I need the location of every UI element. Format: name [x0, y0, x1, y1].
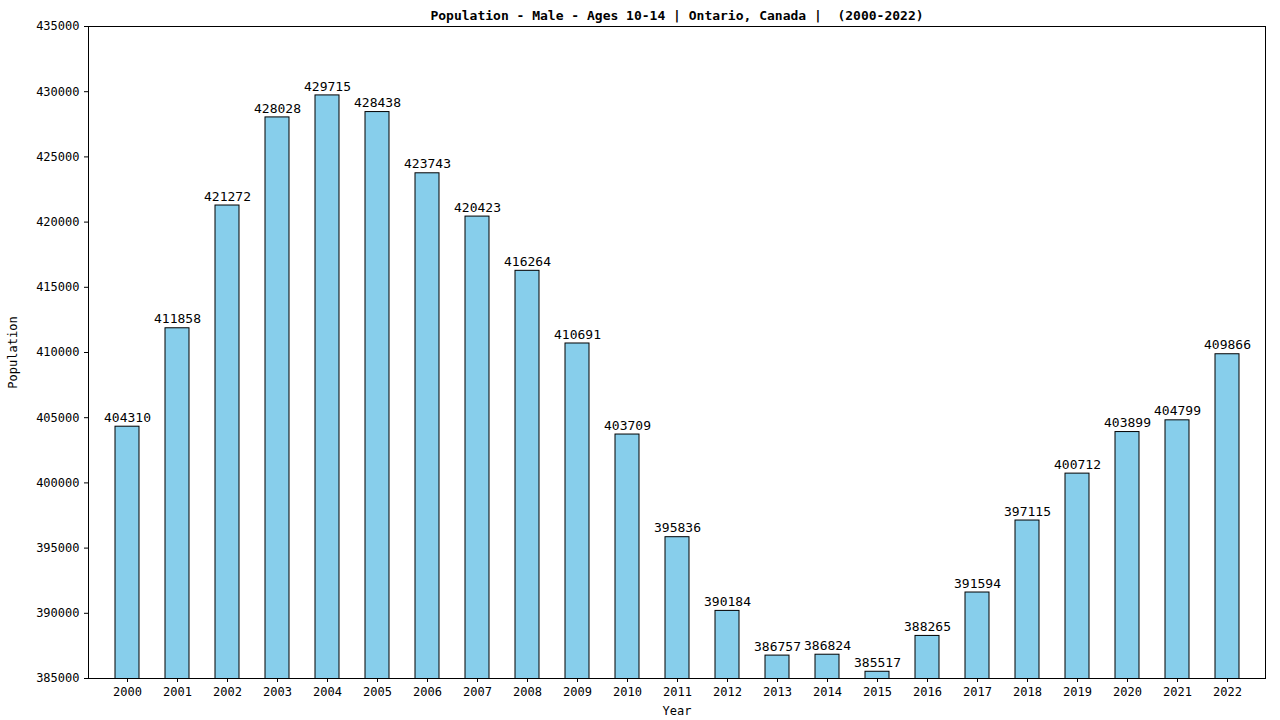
svg-text:411858: 411858 [154, 311, 201, 326]
svg-text:420000: 420000 [36, 215, 79, 229]
svg-text:410691: 410691 [554, 327, 601, 342]
svg-text:2004: 2004 [313, 685, 342, 699]
svg-text:425000: 425000 [36, 150, 79, 164]
svg-text:Population - Male - Ages 10-14: Population - Male - Ages 10-14 | Ontario… [430, 8, 923, 23]
svg-text:385000: 385000 [36, 671, 79, 685]
svg-text:404310: 404310 [104, 410, 151, 425]
svg-text:397115: 397115 [1004, 504, 1051, 519]
svg-text:2008: 2008 [513, 685, 542, 699]
svg-text:Year: Year [663, 704, 692, 718]
svg-text:390000: 390000 [36, 606, 79, 620]
svg-text:423743: 423743 [404, 156, 451, 171]
svg-text:400712: 400712 [1054, 457, 1101, 472]
svg-text:2006: 2006 [413, 685, 442, 699]
svg-text:416264: 416264 [504, 254, 551, 269]
svg-text:420423: 420423 [454, 200, 501, 215]
svg-text:2010: 2010 [613, 685, 642, 699]
svg-text:2003: 2003 [263, 685, 292, 699]
svg-text:430000: 430000 [36, 85, 79, 99]
svg-text:386757: 386757 [754, 639, 801, 654]
svg-text:2017: 2017 [963, 685, 992, 699]
svg-text:2018: 2018 [1013, 685, 1042, 699]
svg-text:2019: 2019 [1063, 685, 1092, 699]
svg-text:2005: 2005 [363, 685, 392, 699]
svg-text:2009: 2009 [563, 685, 592, 699]
svg-text:385517: 385517 [854, 655, 901, 670]
svg-text:386824: 386824 [804, 638, 851, 653]
svg-text:2007: 2007 [463, 685, 492, 699]
svg-text:403709: 403709 [604, 418, 651, 433]
svg-text:2001: 2001 [163, 685, 192, 699]
svg-text:2014: 2014 [813, 685, 842, 699]
svg-text:395000: 395000 [36, 541, 79, 555]
svg-text:403899: 403899 [1104, 415, 1151, 430]
svg-text:428438: 428438 [354, 95, 401, 110]
svg-text:391594: 391594 [954, 576, 1001, 591]
svg-text:415000: 415000 [36, 280, 79, 294]
svg-text:390184: 390184 [704, 594, 751, 609]
svg-text:435000: 435000 [36, 19, 79, 33]
svg-text:2002: 2002 [213, 685, 242, 699]
svg-text:2016: 2016 [913, 685, 942, 699]
svg-text:421272: 421272 [204, 189, 251, 204]
svg-text:388265: 388265 [904, 619, 951, 634]
svg-text:2013: 2013 [763, 685, 792, 699]
svg-text:2022: 2022 [1213, 685, 1242, 699]
svg-text:Population: Population [6, 316, 20, 388]
svg-text:2011: 2011 [663, 685, 692, 699]
svg-text:2000: 2000 [113, 685, 142, 699]
svg-text:410000: 410000 [36, 345, 79, 359]
svg-text:2012: 2012 [713, 685, 742, 699]
svg-text:2015: 2015 [863, 685, 892, 699]
svg-text:429715: 429715 [304, 79, 351, 94]
svg-text:2021: 2021 [1163, 685, 1192, 699]
svg-text:395836: 395836 [654, 520, 701, 535]
svg-text:405000: 405000 [36, 411, 79, 425]
svg-text:404799: 404799 [1154, 403, 1201, 418]
svg-text:409866: 409866 [1204, 337, 1251, 352]
svg-text:428028: 428028 [254, 101, 301, 116]
svg-text:2020: 2020 [1113, 685, 1142, 699]
svg-text:400000: 400000 [36, 476, 79, 490]
